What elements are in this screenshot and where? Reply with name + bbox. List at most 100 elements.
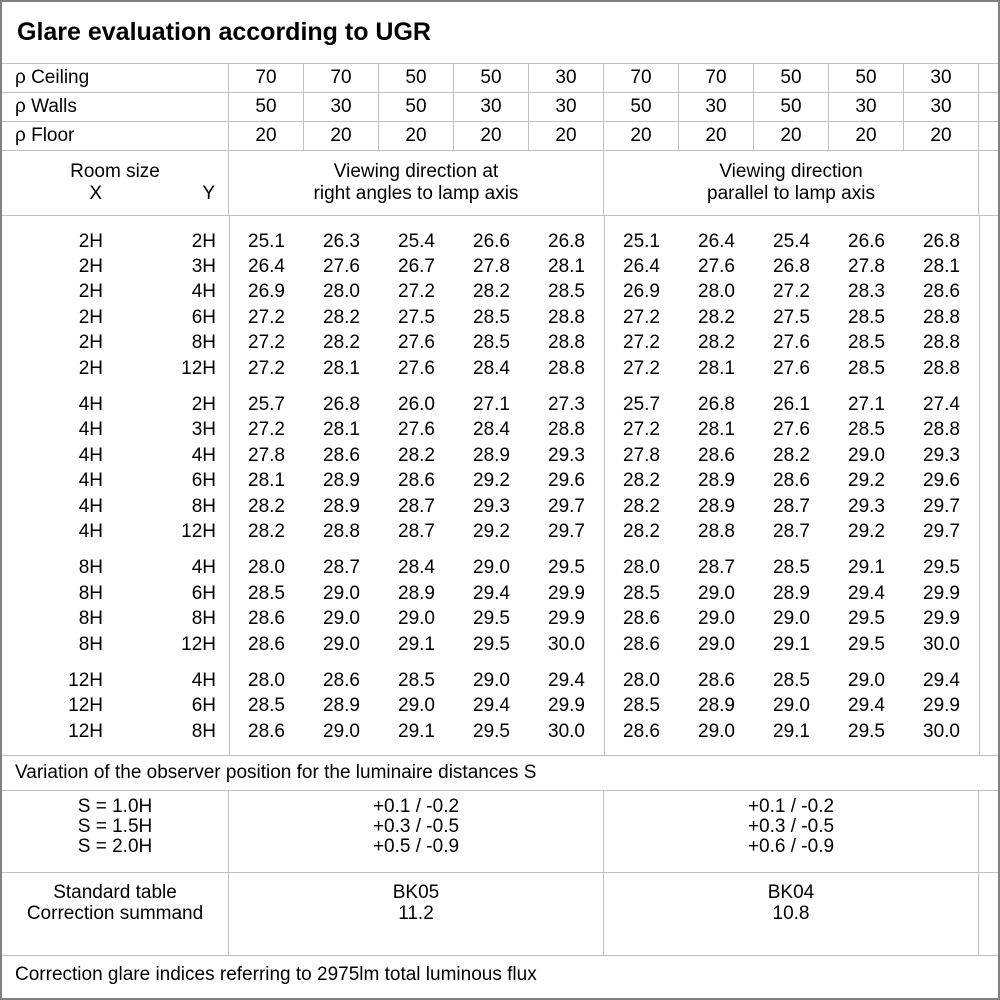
ugr-value: 29.1 bbox=[398, 720, 435, 742]
room-y-value: 8H bbox=[191, 608, 216, 630]
ugr-row: 4H 8H 28.2 28.9 28.7 29.3 29.7 28.2 28.9 28.7 29.3… bbox=[2, 494, 998, 519]
room-y-value: 6H bbox=[191, 695, 216, 717]
reflectance-value: 70 bbox=[604, 64, 679, 92]
ugr-value: 29.5 bbox=[473, 608, 510, 630]
ugr-value: 26.0 bbox=[398, 394, 435, 416]
ugr-value: 29.0 bbox=[323, 633, 360, 655]
reflectance-value: 20 bbox=[604, 122, 679, 150]
right-angles-header-line1: Viewing direction at bbox=[333, 161, 499, 182]
reflectance-value: 70 bbox=[304, 64, 379, 92]
room-x-value: 2H bbox=[78, 281, 103, 303]
ugr-value: 28.6 bbox=[623, 720, 660, 742]
ugr-value: 30.0 bbox=[923, 633, 960, 655]
header-filler-cell bbox=[979, 151, 998, 215]
summary-right-group-column: BK04 10.8 bbox=[604, 873, 979, 955]
right-angles-group-header: Viewing direction at right angles to lam… bbox=[229, 151, 604, 215]
reflectance-value: 20 bbox=[679, 122, 754, 150]
ugr-value: 28.7 bbox=[323, 557, 360, 579]
ugr-value: 28.6 bbox=[398, 470, 435, 492]
ugr-value: 27.1 bbox=[473, 394, 510, 416]
ugr-value: 28.7 bbox=[398, 520, 435, 542]
ugr-value: 29.5 bbox=[473, 633, 510, 655]
ugr-row: 4H 4H 27.8 28.6 28.2 28.9 29.3 27.8 28.6 28.2 29.0… bbox=[2, 443, 998, 468]
room-size-label: Room size bbox=[70, 161, 160, 182]
variation-filler bbox=[979, 791, 998, 872]
parallel-group-header: Viewing direction parallel to lamp axis bbox=[604, 151, 979, 215]
ugr-row: 4H 6H 28.1 28.9 28.6 29.2 29.6 28.2 28.9 28.6 29.2… bbox=[2, 469, 998, 494]
ugr-value: 28.1 bbox=[548, 256, 585, 278]
ugr-value: 28.2 bbox=[698, 332, 735, 354]
ugr-value: 25.4 bbox=[773, 230, 810, 252]
y-column-header: Y bbox=[202, 183, 215, 204]
summary-label: Correction summand bbox=[26, 903, 204, 924]
ugr-row: 8H 6H 28.5 29.0 28.9 29.4 29.9 28.5 29.0 28.9 29.4… bbox=[2, 581, 998, 606]
ugr-value: 28.2 bbox=[623, 495, 660, 517]
ugr-value: 26.8 bbox=[698, 394, 735, 416]
ugr-value: 26.8 bbox=[323, 394, 360, 416]
ugr-value: 28.6 bbox=[698, 669, 735, 691]
ugr-value: 29.5 bbox=[848, 608, 885, 630]
ugr-value: 29.2 bbox=[473, 470, 510, 492]
reflectance-value: 50 bbox=[379, 64, 454, 92]
ugr-value: 28.1 bbox=[923, 256, 960, 278]
ugr-value: 29.1 bbox=[398, 633, 435, 655]
ugr-value: 28.5 bbox=[548, 281, 585, 303]
ugr-value: 28.4 bbox=[473, 419, 510, 441]
reflectance-value: 50 bbox=[454, 64, 529, 92]
page-title: Glare evaluation according to UGR bbox=[2, 2, 998, 64]
ugr-value: 29.7 bbox=[548, 495, 585, 517]
variation-note: Variation of the observer position for t… bbox=[2, 756, 998, 791]
ugr-value: 29.9 bbox=[923, 695, 960, 717]
ugr-row: 12H 4H 28.0 28.6 28.5 29.0 29.4 28.0 28.6 28.5 29.… bbox=[2, 668, 998, 693]
ugr-value: 29.4 bbox=[923, 669, 960, 691]
room-x-value: 4H bbox=[78, 394, 103, 416]
reflectance-row: ρ Floor 20 20 20 20 20 20 20 20 20 20 bbox=[2, 122, 998, 151]
ugr-value: 25.7 bbox=[248, 394, 285, 416]
ugr-value: 28.9 bbox=[473, 444, 510, 466]
ugr-value: 28.8 bbox=[323, 520, 360, 542]
ugr-value: 29.1 bbox=[773, 720, 810, 742]
ugr-value: 29.4 bbox=[848, 582, 885, 604]
variation-left-group-column: +0.1 / -0.2 +0.3 / -0.5 +0.5 / -0.9 bbox=[229, 791, 604, 872]
ugr-value: 28.6 bbox=[248, 608, 285, 630]
summary-filler bbox=[979, 873, 998, 955]
ugr-value: 30.0 bbox=[548, 633, 585, 655]
ugr-value: 28.1 bbox=[698, 357, 735, 379]
ugr-value: 26.4 bbox=[623, 256, 660, 278]
ugr-value: 29.9 bbox=[548, 582, 585, 604]
room-y-value: 3H bbox=[191, 419, 216, 441]
ugr-value: 29.0 bbox=[698, 720, 735, 742]
ugr-value: 28.5 bbox=[473, 306, 510, 328]
ugr-value: 28.9 bbox=[698, 695, 735, 717]
ugr-value: 25.4 bbox=[398, 230, 435, 252]
ugr-value: 29.9 bbox=[548, 608, 585, 630]
reflectance-value: 30 bbox=[904, 93, 979, 121]
ugr-value: 29.0 bbox=[848, 444, 885, 466]
ugr-value: 27.1 bbox=[848, 394, 885, 416]
ugr-value: 28.8 bbox=[698, 520, 735, 542]
ugr-row: 8H 8H 28.6 29.0 29.0 29.5 29.9 28.6 29.0 29.0 29.5… bbox=[2, 606, 998, 631]
summary-left-group-column: BK05 11.2 bbox=[229, 873, 604, 955]
room-y-value: 6H bbox=[191, 470, 216, 492]
room-x-value: 2H bbox=[78, 256, 103, 278]
summary-left-value: BK05 bbox=[392, 882, 440, 903]
ugr-value: 27.8 bbox=[473, 256, 510, 278]
ugr-value: 29.0 bbox=[398, 695, 435, 717]
reflectance-value: 30 bbox=[454, 93, 529, 121]
reflectance-value: 50 bbox=[379, 93, 454, 121]
reflectance-row: ρ Ceiling 70 70 50 50 30 70 70 50 50 30 bbox=[2, 64, 998, 93]
reflectance-value: 30 bbox=[529, 64, 604, 92]
ugr-value: 27.2 bbox=[623, 357, 660, 379]
ugr-value: 27.2 bbox=[398, 281, 435, 303]
ugr-value: 26.9 bbox=[623, 281, 660, 303]
column-divider bbox=[979, 216, 980, 755]
ugr-row: 4H 3H 27.2 28.1 27.6 28.4 28.8 27.2 28.1 27.6 28.5… bbox=[2, 418, 998, 443]
right-angles-header-line2: right angles to lamp axis bbox=[313, 183, 519, 204]
ugr-value: 27.6 bbox=[698, 256, 735, 278]
ugr-value: 28.7 bbox=[698, 557, 735, 579]
room-x-value: 2H bbox=[78, 306, 103, 328]
ugr-value: 28.5 bbox=[848, 419, 885, 441]
ugr-value: 26.6 bbox=[473, 230, 510, 252]
ugr-value: 28.6 bbox=[248, 633, 285, 655]
ugr-value: 27.2 bbox=[623, 419, 660, 441]
